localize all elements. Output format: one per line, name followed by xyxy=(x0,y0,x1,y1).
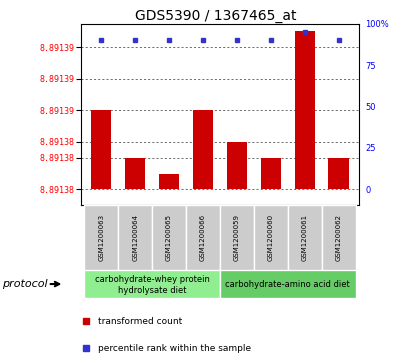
Text: GSM1200063: GSM1200063 xyxy=(98,214,104,261)
Text: carbohydrate-amino acid diet: carbohydrate-amino acid diet xyxy=(225,280,350,289)
Text: GDS5390 / 1367465_at: GDS5390 / 1367465_at xyxy=(135,9,297,23)
Text: GSM1200062: GSM1200062 xyxy=(336,214,342,261)
Text: hydrolysate diet: hydrolysate diet xyxy=(118,286,186,295)
Bar xyxy=(288,205,322,270)
Text: GSM1200065: GSM1200065 xyxy=(166,214,172,261)
Bar xyxy=(220,270,356,298)
Bar xyxy=(227,142,247,189)
Text: GSM1200066: GSM1200066 xyxy=(200,214,206,261)
Text: carbohydrate-whey protein: carbohydrate-whey protein xyxy=(95,276,210,285)
Bar xyxy=(125,158,145,189)
Text: transformed count: transformed count xyxy=(98,317,182,326)
Bar xyxy=(186,205,220,270)
Bar xyxy=(152,205,186,270)
Text: GSM1200061: GSM1200061 xyxy=(302,214,308,261)
Bar xyxy=(254,205,288,270)
Bar xyxy=(220,205,254,270)
Bar xyxy=(328,158,349,189)
Text: GSM1200064: GSM1200064 xyxy=(132,214,138,261)
Text: GSM1200060: GSM1200060 xyxy=(268,214,274,261)
Text: protocol: protocol xyxy=(2,279,48,289)
Text: percentile rank within the sample: percentile rank within the sample xyxy=(98,344,251,353)
Bar xyxy=(84,270,220,298)
Text: GSM1200059: GSM1200059 xyxy=(234,214,240,261)
Bar xyxy=(193,110,213,189)
Bar xyxy=(322,205,356,270)
Bar xyxy=(295,32,315,189)
Bar xyxy=(159,174,179,189)
Bar xyxy=(91,110,112,189)
Bar xyxy=(118,205,152,270)
Bar xyxy=(84,205,118,270)
Bar xyxy=(261,158,281,189)
